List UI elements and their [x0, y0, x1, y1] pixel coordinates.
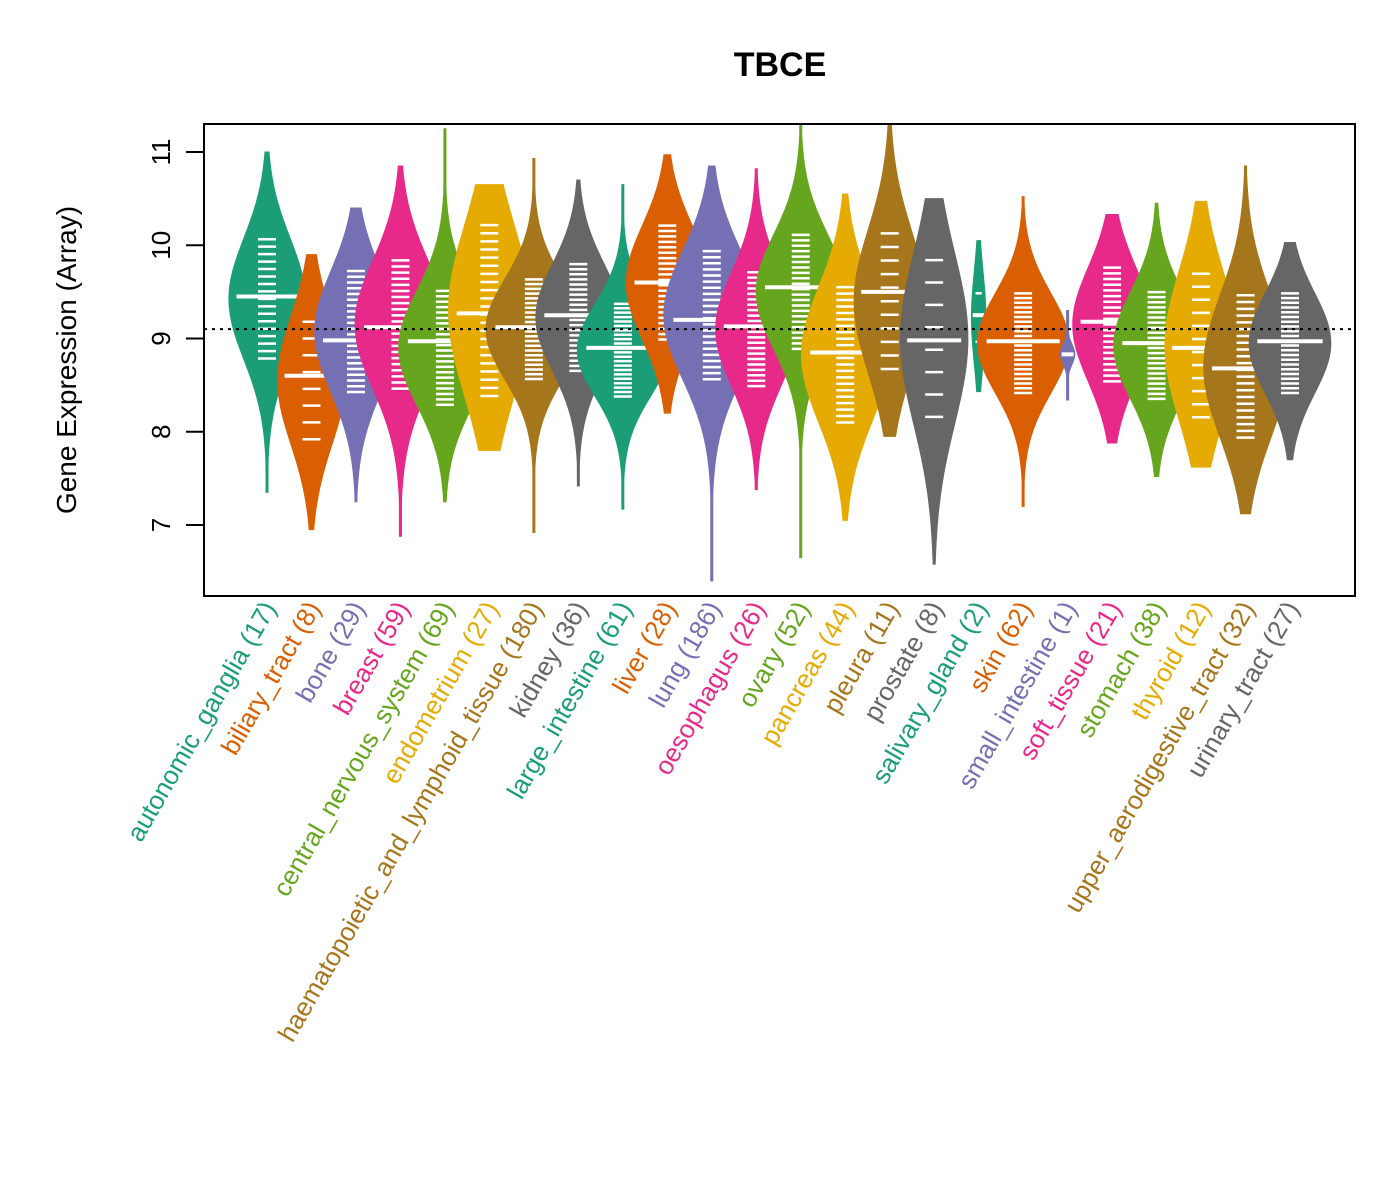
violin-large-intestine — [576, 184, 669, 510]
y-tick-label: 9 — [146, 331, 176, 345]
chart-title: TBCE — [734, 46, 827, 84]
y-tick-label: 7 — [146, 518, 176, 532]
violins-group — [228, 123, 1332, 582]
violin-urinary-tract — [1248, 241, 1332, 461]
violin-skin — [976, 196, 1070, 507]
y-axis: 7 8 9 10 11 — [146, 139, 204, 532]
violin-autonomic-ganglia — [228, 151, 306, 493]
y-tick-label: 10 — [146, 231, 176, 260]
y-tick-label: 8 — [146, 425, 176, 439]
plot-frame — [203, 123, 1356, 597]
x-axis-labels: autonomic_ganglia (17)biliary_tract (8)b… — [120, 596, 1305, 1047]
violin-small-intestine — [1059, 310, 1076, 401]
y-tick-label: 11 — [146, 139, 176, 166]
violin-prostate — [899, 198, 969, 565]
y-axis-label: Gene Expression (Array) — [51, 206, 82, 514]
